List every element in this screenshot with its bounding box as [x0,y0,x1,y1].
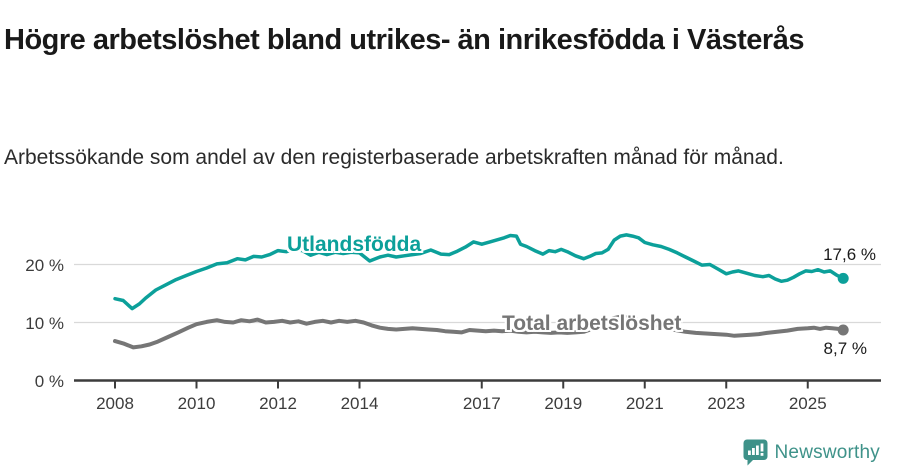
chart-subtitle: Arbetssökande som andel av den registerb… [4,146,784,169]
series-line-1 [113,314,846,350]
end-value-utlandsfodda: 17,6 % [823,245,876,264]
x-tick-label-2025: 2025 [789,394,827,413]
end-value-total: 8,7 % [823,339,867,358]
newsworthy-logo-icon [743,439,768,466]
x-tick-label-2014: 2014 [341,394,379,413]
page-title: Högre arbetslöshet bland utrikes- än inr… [4,24,804,57]
x-tick-label-2023: 2023 [707,394,745,413]
x-tick-label-2019: 2019 [544,394,582,413]
y-tick-label-0: 0 % [35,372,64,391]
x-tick-label-2010: 2010 [178,394,216,413]
y-tick-label-20: 20 % [25,256,64,275]
y-tick-label-10: 10 % [25,314,64,333]
x-tick-label-2017: 2017 [463,394,501,413]
series-end-dot-1 [837,324,849,336]
series-label-utlandsfodda: Utlandsfödda [287,233,422,256]
newsworthy-brand: Newsworthy [743,439,880,466]
series-line-0 [113,233,845,311]
x-tick-label-2012: 2012 [259,394,297,413]
series-end-dot-0 [837,272,849,284]
line-chart: 0 % 10 % 20 % 2008 2010 2012 2014 2017 2019 2021 2… [25,233,881,413]
newsworthy-brand-name: Newsworthy [774,441,880,463]
x-tick-label-2008: 2008 [96,394,134,413]
series-label-total-arbetsloshet: Total arbetslöshet [502,312,682,335]
x-tick-label-2021: 2021 [626,394,664,413]
